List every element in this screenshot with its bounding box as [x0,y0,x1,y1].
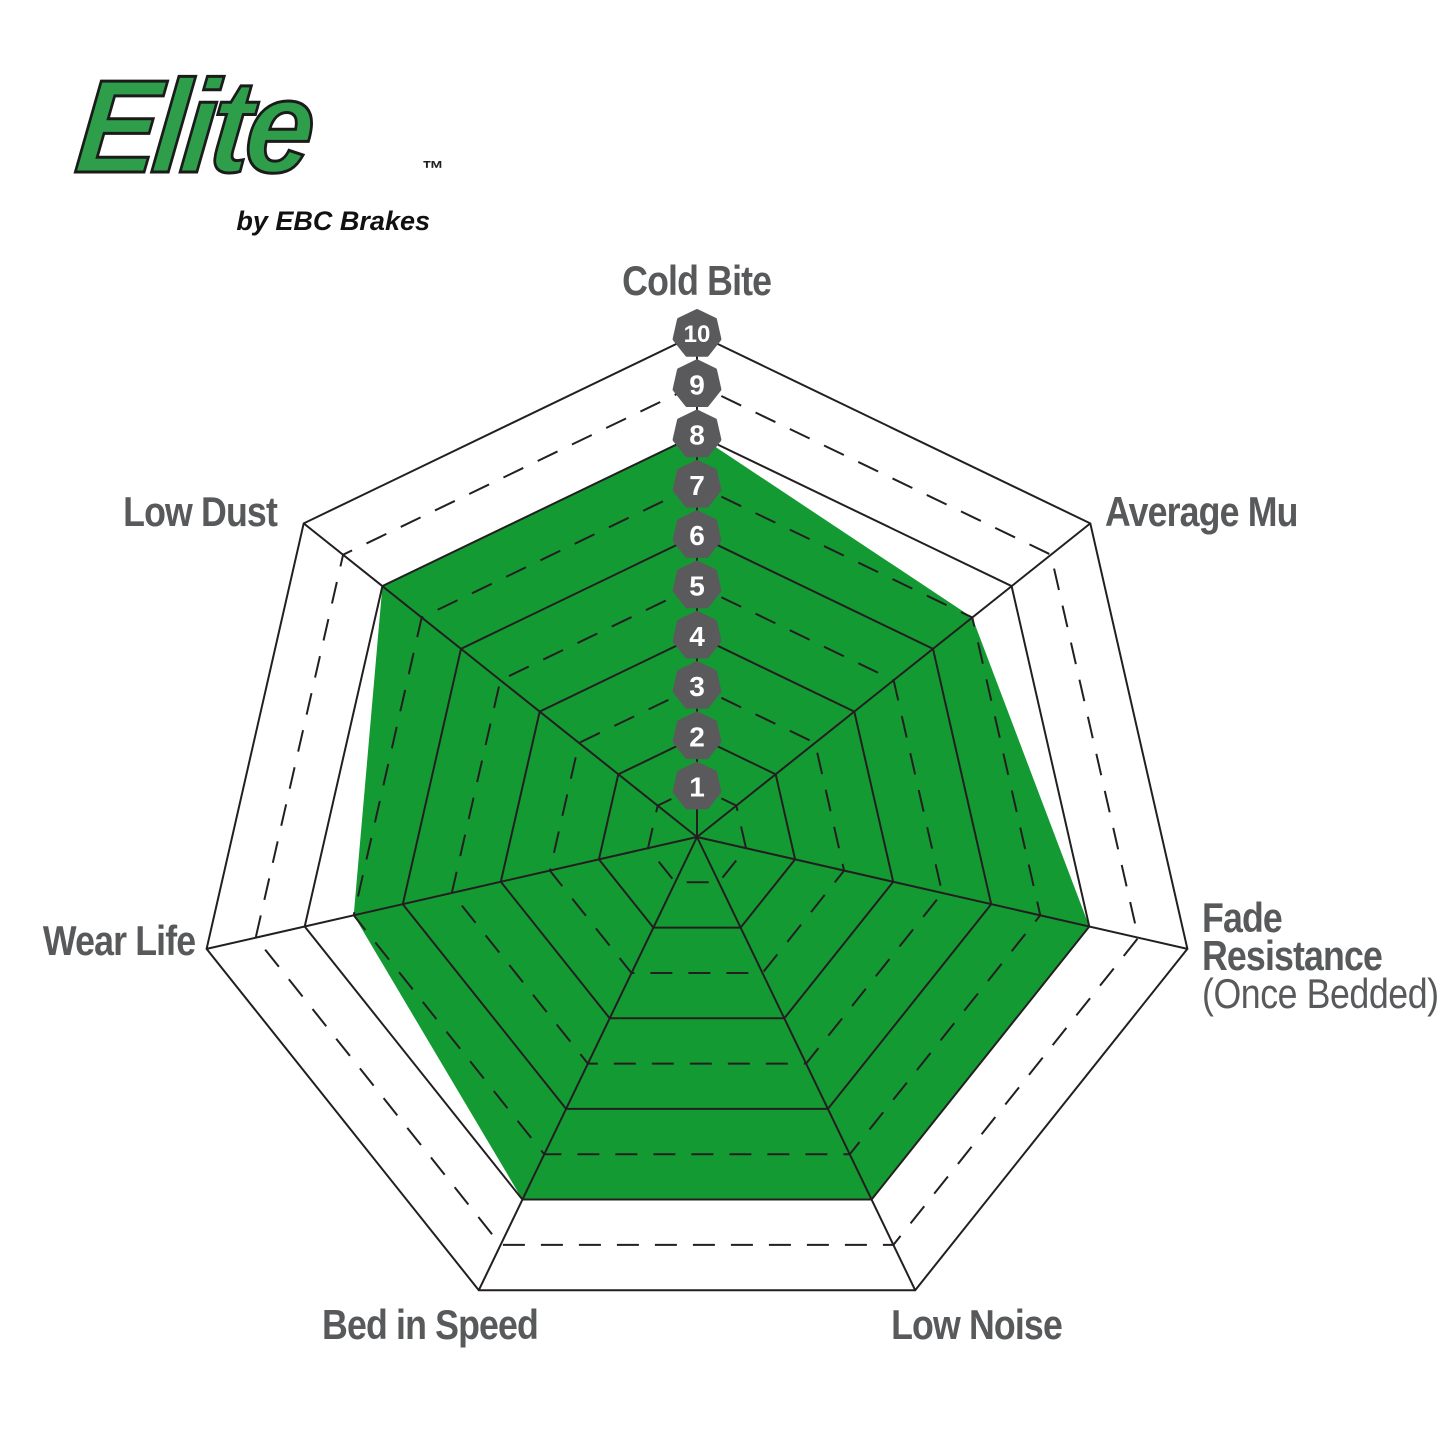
radar-ring-4 [499,634,895,1020]
radar-spoke-2 [696,522,1091,838]
scale-badge-label-10: 10 [684,321,711,348]
axis-label-fade-resistance: Fade Resistance (Once Bedded) [1202,894,1439,1017]
axis-label-low-noise: Low Noise [891,1301,1064,1348]
scale-badge-5 [672,560,722,609]
scale-badge-label-8: 8 [689,420,705,451]
scale-badge-6 [672,510,722,558]
radar-spoke-5 [477,836,698,1291]
radar-ring-10 [205,332,1189,1292]
brand-logo: Elite ™ by EBC Brakes [69,52,444,237]
scale-badge-label-4: 4 [689,621,705,652]
scale-badge-label-2: 2 [689,721,705,752]
radar-ring-8 [303,433,1091,1201]
logo-wordmark-row: Elite ™ [69,52,444,210]
scale-badge-8 [672,409,722,458]
scale-badge-label-9: 9 [689,369,705,400]
scale-badge-9 [672,359,722,407]
scale-badge-3 [672,661,722,709]
axis-label-average-mu: Average Mu [1105,488,1298,535]
radar-spoke-7 [303,522,698,838]
radar-ring-2 [597,735,797,929]
radar-ring-6 [401,534,993,1110]
axis-label-low-dust: Low Dust [123,488,278,535]
radar-ring-9 [254,383,1140,1246]
radar-ring-7 [352,483,1042,1156]
scale-badge-4 [672,610,722,659]
radar-ring-5 [450,584,944,1065]
axis-label-wear-life: Wear Life [42,917,196,964]
scale-badge-7 [672,459,722,508]
axis-label-cold-bite: Cold Bite [622,257,772,304]
scale-badge-2 [672,711,722,760]
radar-ring-1 [646,785,748,884]
radar-spoke-3 [696,836,1188,950]
logo-tagline: by EBC Brakes [236,206,430,236]
scale-badge-label-5: 5 [689,571,705,602]
scale-badge-label-1: 1 [689,772,705,803]
radar-spoke-6 [206,836,698,950]
logo-trademark-icon: ™ [422,156,444,181]
scale-badge-label-7: 7 [689,470,705,501]
scale-badge-label-6: 6 [689,520,705,551]
scale-badge-1 [672,761,722,810]
radar-ring-3 [548,684,846,974]
scale-badge-label-3: 3 [689,671,705,702]
scale-badge-10 [672,309,722,357]
axis-label-bed-in-speed: Bed in Speed [322,1301,539,1348]
radar-spoke-4 [696,836,917,1291]
